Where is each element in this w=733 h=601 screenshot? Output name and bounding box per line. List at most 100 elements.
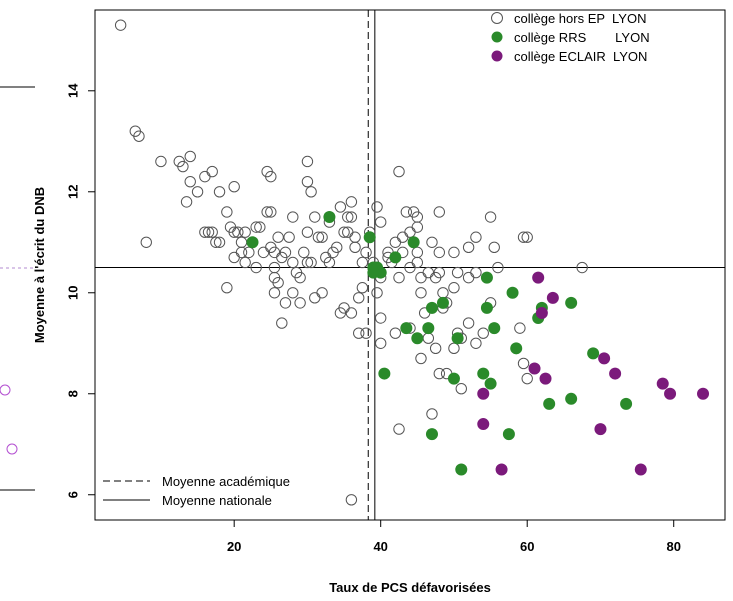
data-point-s1-33 [620, 397, 633, 410]
data-point-s0-132 [415, 352, 427, 365]
data-point-s0-129 [389, 327, 402, 339]
data-point-s0-93 [396, 231, 409, 243]
data-point-s0-47 [287, 287, 299, 299]
x-tick-label-60: 60 [520, 539, 534, 554]
data-point-s0-44 [279, 246, 292, 259]
data-point-s0-113 [448, 282, 460, 294]
data-point-s0-34 [265, 206, 277, 218]
data-point-s0-56 [301, 175, 314, 188]
data-point-s0-38 [265, 170, 277, 183]
data-point-s1-7 [389, 251, 402, 264]
legend-label-rrs: collège RRS LYON [514, 30, 650, 45]
data-point-s0-30 [250, 221, 262, 233]
plot-frame [94, 9, 726, 521]
data-point-s0-13 [213, 186, 226, 198]
reference-legend: Moyenne académique Moyenne nationale [103, 474, 290, 508]
data-point-s0-99 [411, 256, 424, 269]
data-point-s0-103 [422, 266, 435, 279]
data-point-s2-1 [546, 291, 559, 304]
legend-label-moyenne-nationale: Moyenne nationale [162, 493, 272, 508]
data-point-s0-45 [276, 317, 288, 329]
data-point-s0-155 [309, 292, 321, 304]
data-point-s1-8 [407, 236, 420, 249]
data-point-s2-3 [528, 362, 541, 375]
data-point-s2-13 [664, 387, 677, 400]
data-points [114, 19, 710, 506]
data-point-s2-14 [697, 387, 710, 400]
data-point-s0-82 [371, 201, 383, 213]
data-point-s0-53 [294, 297, 306, 309]
data-point-s1-10 [400, 322, 413, 335]
legend-marker-eclair [491, 50, 503, 62]
data-point-s1-18 [488, 322, 501, 335]
data-point-s0-29 [243, 246, 255, 259]
data-point-s0-9 [184, 175, 196, 188]
data-point-s2-2 [535, 306, 548, 319]
data-point-s0-91 [393, 271, 405, 284]
data-point-s0-133 [429, 342, 442, 355]
data-point-s0-85 [371, 287, 383, 299]
data-point-s0-76 [353, 292, 365, 304]
data-point-s0-123 [433, 367, 446, 380]
data-point-s0-115 [470, 266, 482, 279]
data-point-s0-118 [470, 337, 482, 349]
data-point-s0-0 [114, 19, 127, 31]
data-point-s0-64 [316, 287, 328, 299]
data-point-s1-16 [480, 271, 493, 284]
data-point-s0-83 [374, 216, 387, 228]
data-point-s1-0 [246, 236, 259, 249]
data-point-s0-138 [517, 357, 530, 370]
data-point-s0-51 [294, 271, 306, 284]
data-point-s2-10 [594, 423, 607, 436]
data-point-s0-149 [576, 261, 588, 274]
data-point-s0-152 [404, 261, 416, 274]
data-point-s0-140 [488, 241, 500, 254]
data-point-s0-142 [433, 206, 446, 218]
series-2 [477, 271, 710, 476]
data-point-s0-161 [272, 231, 284, 243]
data-point-s0-157 [349, 241, 361, 254]
data-point-s0-54 [301, 256, 314, 269]
y-tick-label-6: 6 [66, 491, 81, 498]
data-point-s1-11 [411, 332, 424, 345]
data-point-s0-100 [415, 271, 427, 284]
data-point-s0-75 [349, 231, 361, 243]
data-point-s0-162 [287, 256, 299, 269]
data-point-s0-141 [484, 211, 497, 223]
legend-marker-hors-ep [491, 12, 503, 24]
data-point-s0-62 [316, 231, 328, 243]
data-point-s0-7 [184, 150, 196, 163]
data-point-s0-127 [345, 494, 358, 506]
data-point-s1-24 [447, 372, 460, 385]
data-point-s0-136 [514, 322, 526, 334]
data-point-s0-2 [133, 130, 145, 142]
data-point-s0-14 [199, 226, 211, 238]
data-point-s1-27 [425, 428, 438, 441]
data-point-s0-31 [254, 221, 266, 233]
data-point-s0-112 [451, 266, 464, 279]
data-point-s0-42 [272, 276, 284, 289]
data-point-s0-57 [301, 155, 314, 168]
y-tick-label-14: 14 [66, 83, 81, 98]
data-point-s0-131 [422, 332, 435, 344]
series-0 [114, 19, 588, 506]
data-point-s0-122 [455, 383, 467, 395]
data-point-s2-7 [495, 463, 508, 476]
data-point-s1-23 [510, 342, 523, 355]
data-point-s0-24 [235, 236, 248, 248]
y-tick-label-10: 10 [66, 286, 81, 300]
data-point-s0-18 [213, 236, 226, 248]
data-point-s0-139 [477, 327, 489, 339]
data-point-s0-59 [301, 226, 314, 238]
data-point-s0-107 [433, 266, 446, 279]
data-point-s0-21 [228, 226, 240, 238]
data-point-s0-78 [356, 256, 369, 269]
data-point-s0-17 [210, 236, 222, 248]
series-1 [246, 211, 633, 476]
series-legend: collège hors EP LYON collège RRS LYON co… [491, 11, 650, 64]
data-point-s0-22 [228, 251, 240, 264]
data-point-s0-150 [353, 327, 365, 339]
data-point-s0-52 [298, 246, 310, 259]
data-point-s0-156 [342, 211, 354, 223]
data-point-s0-10 [191, 186, 204, 198]
